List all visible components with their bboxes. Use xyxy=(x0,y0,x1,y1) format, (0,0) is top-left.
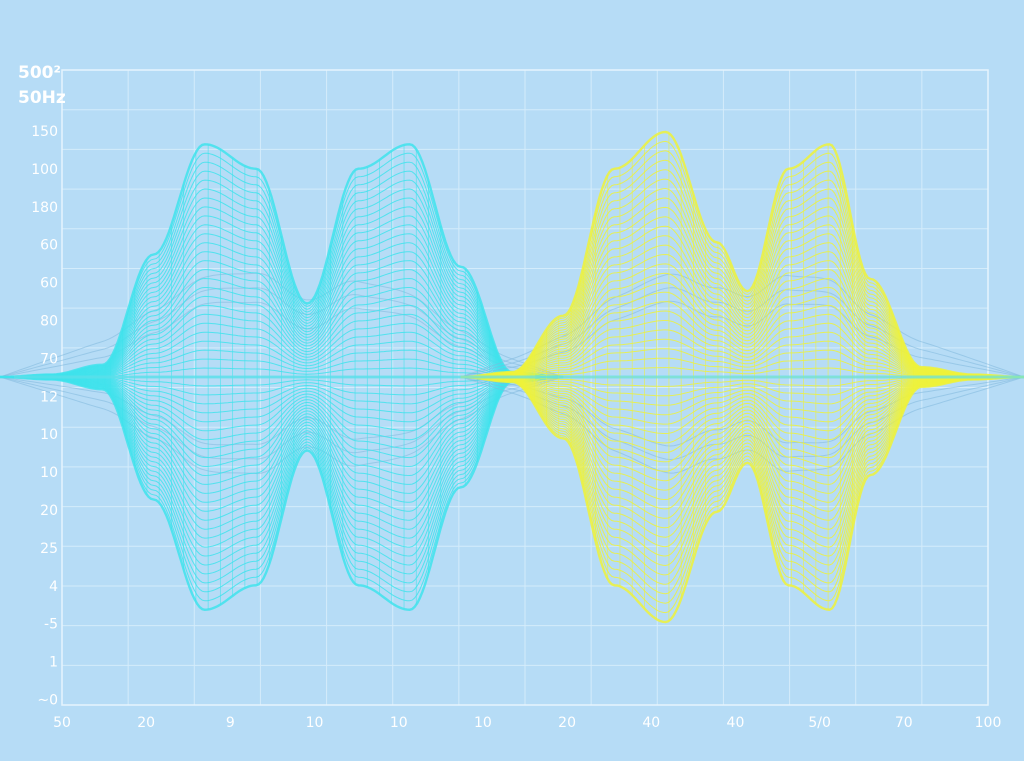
x-tick-label: 20 xyxy=(137,715,155,731)
x-axis-ticks: 50 20 9 10 10 10 20 40 40 5/0 70 100 xyxy=(53,715,1001,731)
y-tick-label: 60 xyxy=(40,276,58,292)
y-tick-label: 12 xyxy=(40,389,58,405)
y-tick-label: 10 xyxy=(40,465,58,481)
x-tick-label: 70 xyxy=(895,715,913,731)
unit-label-top: 500² xyxy=(18,63,61,83)
y-tick-label: -5 xyxy=(44,617,58,633)
plot-frame xyxy=(61,69,989,706)
x-tick-label: 100 xyxy=(975,715,1002,731)
x-tick-label: 40 xyxy=(642,715,660,731)
y-tick-label: 150 xyxy=(31,124,58,140)
y-tick-label: 70 xyxy=(40,351,58,367)
x-tick-label: 10 xyxy=(390,715,408,731)
x-tick-label: 40 xyxy=(727,715,745,731)
y-tick-label: ~0 xyxy=(37,693,58,709)
y-tick-label: 10 xyxy=(40,427,58,443)
x-tick-label: 20 xyxy=(558,715,576,731)
plot-border xyxy=(61,69,989,706)
y-tick-label: 20 xyxy=(40,503,58,519)
series-0-line xyxy=(0,143,564,379)
y-tick-label: 4 xyxy=(49,579,58,595)
x-tick-label: 50 xyxy=(53,715,71,731)
y-tick-label: 60 xyxy=(40,238,58,254)
y-tick-label: 25 xyxy=(40,541,58,557)
x-tick-label: 10 xyxy=(474,715,492,731)
series-1 xyxy=(460,130,1024,624)
y-tick-label: 1 xyxy=(49,655,58,671)
series-0 xyxy=(0,143,564,612)
x-tick-label: 9 xyxy=(226,715,235,731)
series-layer xyxy=(0,130,1024,624)
y-tick-label: 180 xyxy=(31,200,58,216)
unit-label-hz: 50Hz xyxy=(18,88,66,108)
y-tick-label: 100 xyxy=(31,162,58,178)
x-tick-label: 10 xyxy=(306,715,324,731)
y-tick-label: 80 xyxy=(40,314,58,330)
x-tick-label: 5/0 xyxy=(808,715,831,731)
y-axis-ticks: 150 100 180 60 60 80 70 12 10 10 20 25 4 -5 1 ~0 xyxy=(31,124,58,709)
